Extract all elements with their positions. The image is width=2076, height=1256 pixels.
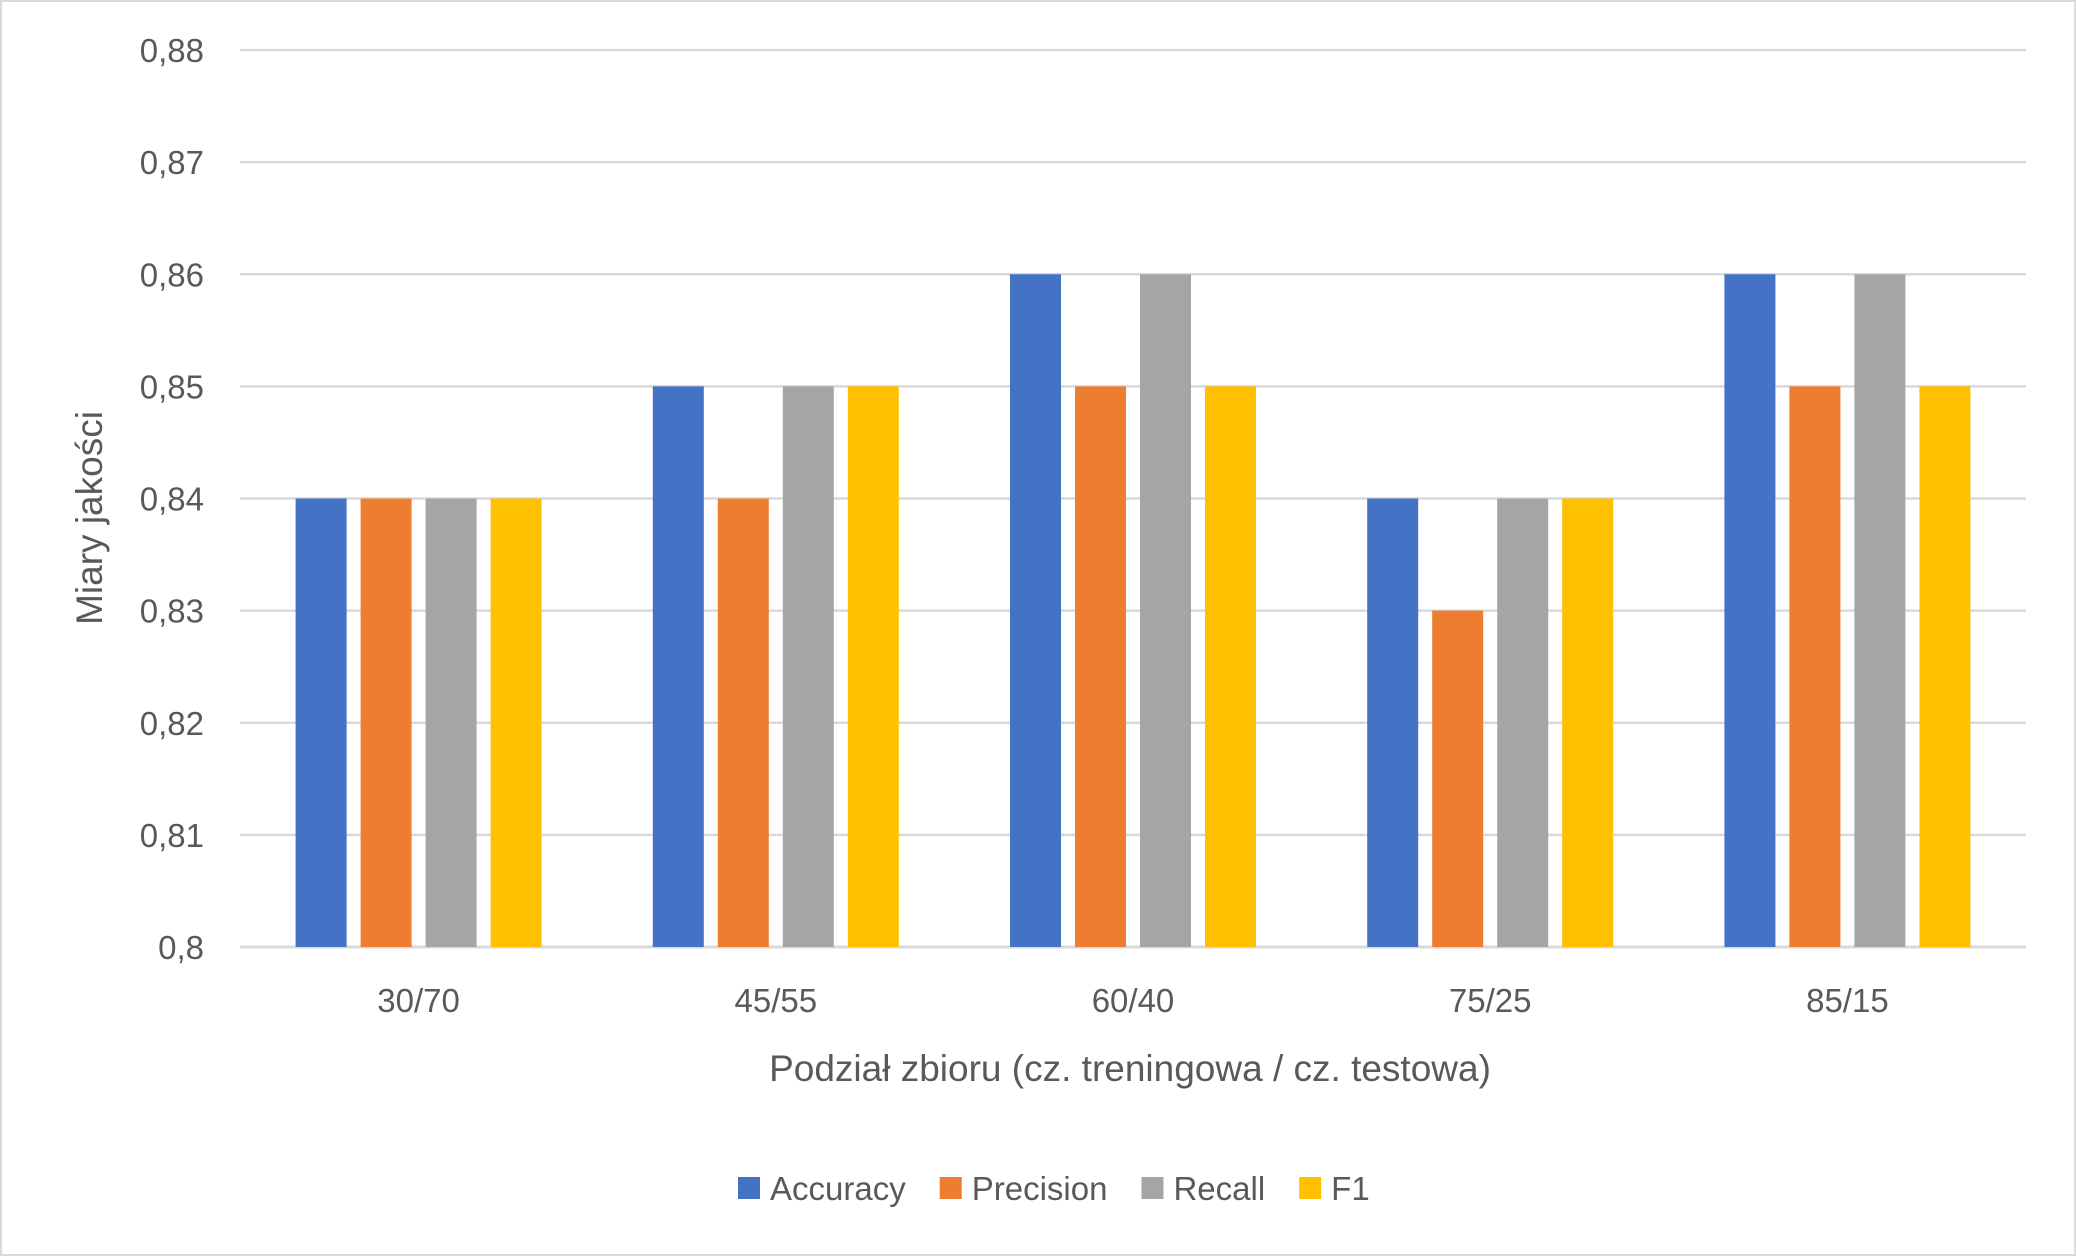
y-tick-label: 0,81 — [140, 817, 204, 854]
x-tick-label: 30/70 — [377, 982, 460, 1019]
y-tick-label: 0,88 — [140, 32, 204, 69]
bar-f1 — [1919, 386, 1971, 947]
x-axis-ticks: 30/70 45/55 60/40 75/25 85/15 — [377, 982, 1888, 1019]
bar-f1 — [1205, 386, 1256, 947]
bar-accuracy — [295, 498, 347, 947]
bar-recall — [1497, 498, 1549, 947]
legend-swatch — [738, 1177, 760, 1199]
bar-precision — [1432, 610, 1484, 947]
legend-label: Accuracy — [770, 1170, 906, 1207]
y-tick-label: 0,86 — [140, 256, 204, 293]
x-tick-label: 60/40 — [1092, 982, 1175, 1019]
bar-accuracy — [1724, 274, 1776, 947]
bar-recall — [782, 386, 834, 947]
bar-f1 — [1562, 498, 1614, 947]
x-axis-title: Podział zbioru (cz. treningowa / cz. tes… — [769, 1048, 1491, 1089]
legend-label: Recall — [1173, 1170, 1265, 1207]
y-axis-ticks: 0,8 0,81 0,82 0,83 0,84 0,85 0,86 0,87 0,88 — [140, 32, 204, 966]
bar-recall — [1854, 274, 1906, 947]
bar-precision — [1075, 386, 1126, 947]
y-tick-label: 0,85 — [140, 368, 204, 405]
bar-recall — [1140, 274, 1191, 947]
bar-f1 — [490, 498, 542, 947]
bar-accuracy — [652, 386, 704, 947]
x-tick-label: 45/55 — [735, 982, 818, 1019]
y-tick-label: 0,83 — [140, 593, 204, 630]
legend-swatch — [1299, 1177, 1322, 1199]
legend-swatch — [1141, 1177, 1164, 1199]
legend-label: F1 — [1331, 1170, 1370, 1207]
bars — [295, 274, 1971, 947]
y-tick-label: 0,8 — [158, 929, 204, 966]
y-tick-label: 0,87 — [140, 144, 204, 181]
bar-precision — [717, 498, 769, 947]
bar-precision — [360, 498, 412, 947]
bar-accuracy — [1010, 274, 1061, 947]
bar-precision — [1789, 386, 1841, 947]
bar-recall — [425, 498, 477, 947]
y-tick-label: 0,82 — [140, 705, 204, 742]
bar-accuracy — [1367, 498, 1419, 947]
legend: Accuracy Precision Recall F1 — [738, 1170, 1370, 1207]
legend-swatch — [939, 1177, 962, 1199]
y-tick-label: 0,84 — [140, 481, 204, 518]
legend-label: Precision — [972, 1170, 1108, 1207]
x-tick-label: 85/15 — [1806, 982, 1889, 1019]
bar-f1 — [847, 386, 899, 947]
x-tick-label: 75/25 — [1449, 982, 1532, 1019]
y-axis-title: Miary jakości — [69, 411, 110, 625]
